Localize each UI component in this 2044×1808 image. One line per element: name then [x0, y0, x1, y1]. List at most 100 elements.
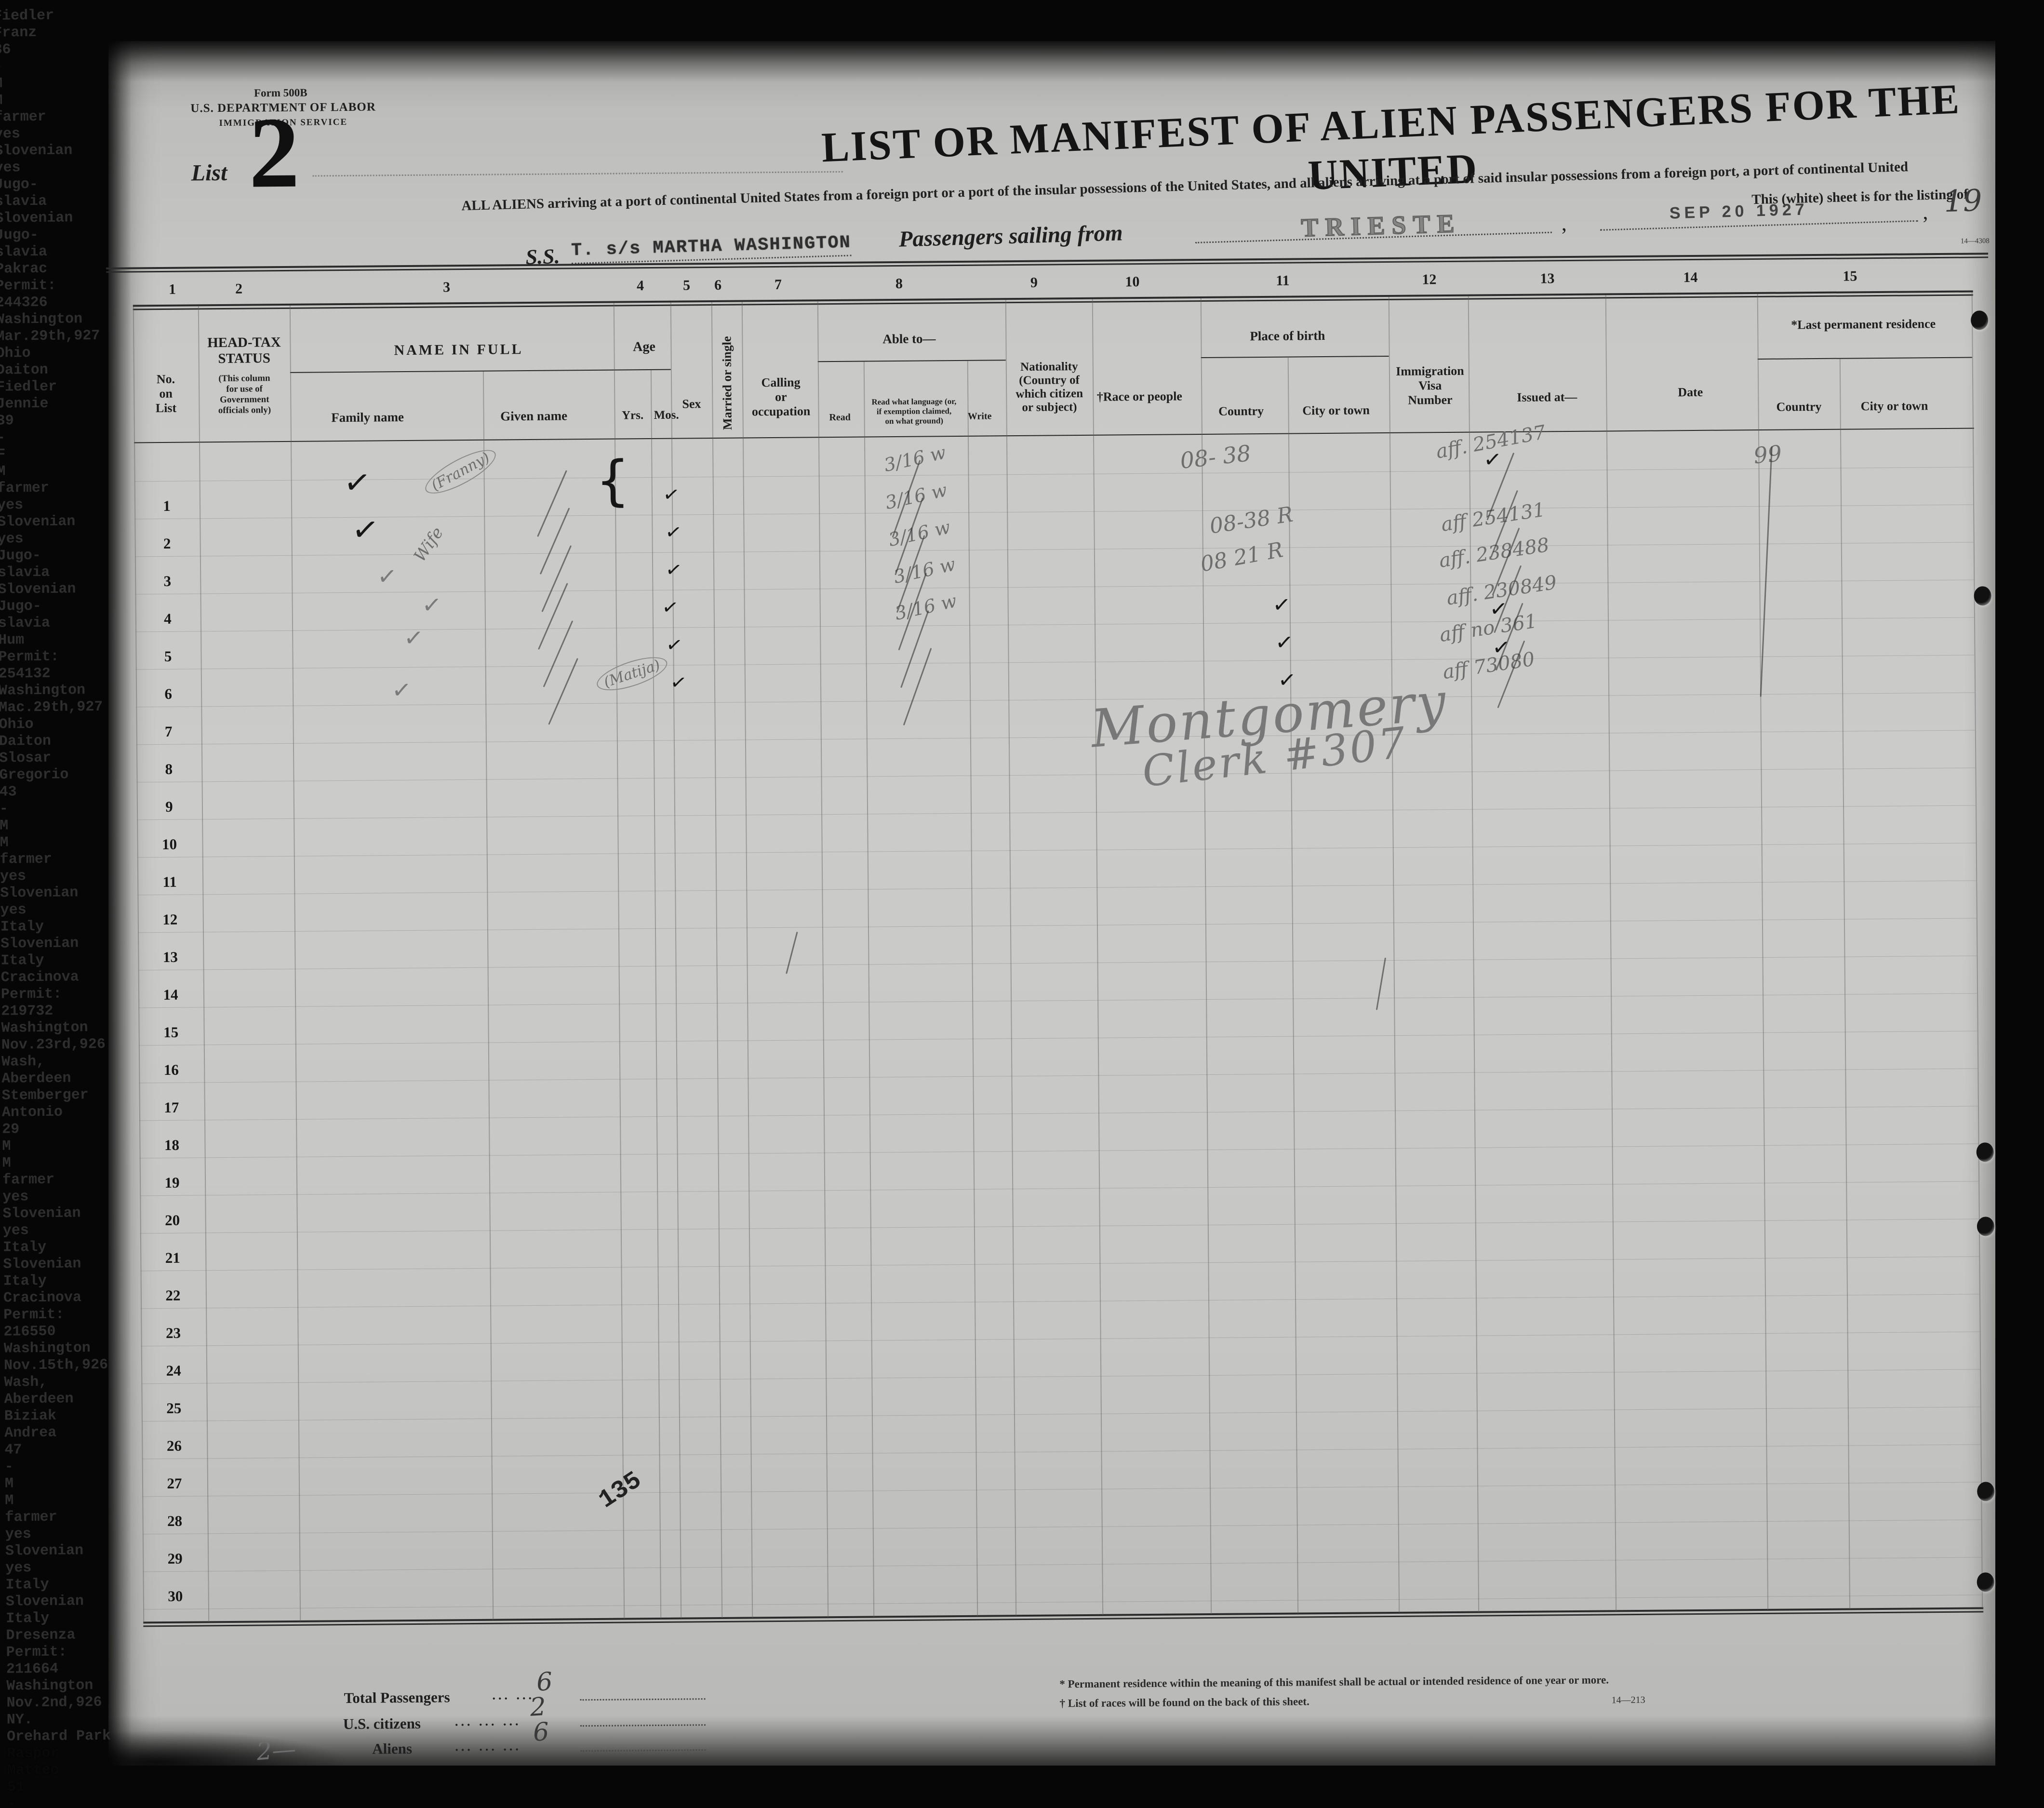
- column-number: 11: [1276, 272, 1290, 289]
- row-number: 27: [167, 1474, 182, 1492]
- cell-race: Slovenian: [3, 1256, 81, 1273]
- header-res-city: City or town: [1860, 399, 1928, 414]
- cell-write: yes: [0, 902, 27, 919]
- cell-res-city: Daiton: [0, 362, 48, 379]
- cell-birth-city: Cracinova: [3, 1289, 82, 1307]
- cell-sex: F: [0, 446, 6, 463]
- us-citizens-label: U.S. citizens: [343, 1714, 421, 1733]
- header-read-language: Read what language (or, if exemption cla…: [871, 397, 957, 426]
- cell-issued-at: Washington: [3, 1340, 91, 1357]
- cell-birth-city: Dresenza: [6, 1627, 76, 1644]
- cell-visa: Permit: 216550: [3, 1306, 65, 1340]
- column-number: 15: [1843, 268, 1857, 284]
- cell-given: Jennie: [0, 395, 49, 413]
- header-race: †Race or people: [1096, 389, 1183, 404]
- row-number: 10: [161, 835, 177, 853]
- aliens-line: [580, 1736, 706, 1752]
- date-dotted-line: [1600, 220, 1918, 231]
- row-number: 25: [166, 1399, 182, 1417]
- page-edge-shadow-left: [108, 41, 132, 1766]
- aliens-label: Aliens: [372, 1740, 413, 1757]
- cell-calling: farmer: [0, 480, 49, 497]
- row-number: 19: [164, 1174, 180, 1191]
- cell-res-country: NY.: [6, 1712, 33, 1728]
- check-mark: ✓: [341, 462, 373, 503]
- cell-calling: farmer: [0, 851, 52, 868]
- leader-dots: ... ... ...: [455, 1739, 521, 1754]
- cell-sex: M: [0, 817, 9, 834]
- cell-nationality: Jugo- slavia: [0, 547, 50, 581]
- cell-calling: farmer: [2, 1171, 55, 1189]
- total-line: [580, 1685, 706, 1701]
- row-number: 21: [165, 1249, 180, 1266]
- row-number: 29: [167, 1550, 183, 1567]
- punch-hole: [1976, 1142, 1994, 1162]
- cell-date: Mac.29th,927: [0, 698, 103, 716]
- header-sex: Sex: [682, 397, 701, 411]
- column-number: 13: [1540, 270, 1555, 287]
- column-number: 6: [714, 277, 722, 293]
- row-number: 24: [166, 1362, 181, 1379]
- cell-marital: M: [0, 463, 6, 480]
- cell-issued-at: Washington: [0, 311, 83, 328]
- date-stamp: SEP 20 1927: [1669, 200, 1809, 223]
- check-mark: ✓: [421, 591, 443, 620]
- plate-number-top: 14—4308: [1960, 237, 1990, 245]
- row-number: 6: [164, 685, 173, 702]
- cell-date: Nov.2nd,926: [6, 1694, 102, 1712]
- cell-birth-country: Italy: [6, 1610, 50, 1627]
- comma: ,: [1561, 211, 1567, 236]
- cell-birth-country: Jugo- slavia: [0, 598, 51, 632]
- check-mark: ✓: [1271, 592, 1292, 618]
- cell-visa: Permit: 219732: [0, 986, 62, 1020]
- header-birth-city: City or town: [1302, 403, 1370, 418]
- cell-yrs: 36: [0, 41, 11, 58]
- footnote-races: † List of races will be found on the bac…: [1059, 1695, 1309, 1710]
- cell-race: Slovenian: [0, 935, 79, 952]
- cell-marital: M: [0, 92, 3, 109]
- row-number: 15: [163, 1023, 179, 1041]
- cell-yrs: 43: [0, 784, 17, 801]
- punch-hole: [1970, 310, 1989, 330]
- cell-res-country: Ohio: [0, 716, 34, 733]
- row-number: 9: [165, 798, 173, 815]
- plate-number-bottom: 14—213: [1611, 1694, 1645, 1706]
- header-birth-country: Country: [1218, 404, 1264, 418]
- cell-date: Nov.15th,926: [3, 1356, 108, 1374]
- header-issued-at: Issued at—: [1517, 389, 1577, 404]
- header-nationality: Nationality (Country of which citizen or…: [1015, 360, 1083, 414]
- column-number: 1: [168, 281, 176, 297]
- header-married-single: Married or single: [720, 336, 735, 430]
- cell-write: yes: [0, 160, 21, 176]
- cell-mos: -: [0, 429, 6, 446]
- row-number: 7: [164, 723, 173, 740]
- row-number: 16: [163, 1061, 179, 1078]
- cell-birth-city: Pakrac: [0, 260, 48, 278]
- column-number: 8: [895, 275, 903, 292]
- cell-res-country: Wash,: [1, 1053, 45, 1071]
- cell-mos: -: [7, 1796, 16, 1808]
- cell-birth-country: Jugo- slavia: [0, 227, 48, 261]
- cell-calling: farmer: [0, 108, 46, 126]
- cell-marital: M: [0, 834, 9, 851]
- cell-given: Matteo: [7, 1762, 59, 1779]
- row-number: 30: [168, 1587, 183, 1605]
- paper-sheet: [108, 41, 1995, 1766]
- cell-given: Franz: [0, 24, 37, 41]
- header-given-name: Given name: [500, 408, 568, 424]
- cell-yrs: 47: [4, 1442, 22, 1459]
- check-mark: ✓: [1277, 667, 1297, 694]
- cell-birth-city: Hum: [0, 632, 25, 649]
- cell-nationality: Jugo- slavia: [0, 176, 47, 210]
- cell-race: Slovenian: [0, 581, 76, 598]
- cell-issued-at: Washington: [6, 1677, 94, 1695]
- check-mark: ✓: [390, 676, 413, 705]
- header-age: Age: [633, 339, 655, 355]
- header-family-name: Family name: [331, 410, 404, 425]
- cell-res-city: Daiton: [0, 733, 52, 750]
- cell-yrs: 51: [7, 1779, 25, 1796]
- punch-hole: [1977, 1572, 1994, 1592]
